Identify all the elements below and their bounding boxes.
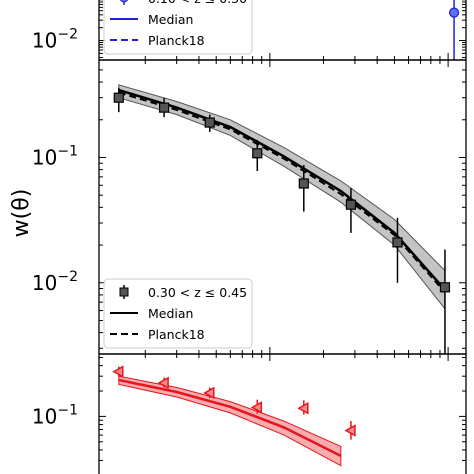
data-point <box>252 148 263 159</box>
legend-marker <box>119 0 129 3</box>
y-axis-label: w(θ) <box>9 189 34 238</box>
legend-label: Median <box>148 306 193 321</box>
legend-label: 0.30 < z ≤ 0.45 <box>148 285 247 300</box>
legend-label: Planck18 <box>148 327 205 342</box>
panel-middle: 10−1 10−2 0.30 < z ≤ 0.45 Median Planck18 <box>32 59 467 355</box>
legend-box <box>103 0 253 55</box>
y-tick-label: 10−2 <box>32 27 78 53</box>
y-tick-exponent: −2 <box>57 269 78 285</box>
legend-marker <box>119 287 129 297</box>
legend-box <box>103 278 253 349</box>
y-tick-label: 10−1 <box>32 143 78 169</box>
confidence-band <box>118 84 446 311</box>
data-point <box>112 365 124 378</box>
confidence-band <box>118 375 342 467</box>
data-point <box>392 237 403 248</box>
y-tick-label: 10−2 <box>32 269 78 295</box>
legend-label: Planck18 <box>148 33 205 48</box>
y-tick-exponent: −2 <box>57 27 78 43</box>
panel-bottom: 10−1 <box>32 353 467 474</box>
planck18-line <box>118 91 446 293</box>
data-point <box>204 117 215 128</box>
y-tick-exponent: −1 <box>57 143 78 159</box>
data-point <box>297 401 309 415</box>
axes-frame <box>98 353 467 474</box>
data-point <box>344 424 356 437</box>
data-point <box>448 7 460 18</box>
data-point <box>250 401 263 414</box>
panel-top: 10−2 0.10 < z ≤ 0.30 Median Planck18 <box>32 0 467 61</box>
data-point <box>158 102 170 113</box>
plot-area <box>112 365 356 467</box>
median-line <box>118 88 446 291</box>
legend-label: Median <box>148 12 193 27</box>
data-point <box>113 92 124 103</box>
y-tick-exponent: −1 <box>57 402 78 418</box>
data-point <box>203 386 215 400</box>
data-point <box>439 282 451 293</box>
data-point <box>157 376 169 390</box>
plot-area <box>448 0 460 60</box>
data-point <box>345 199 357 210</box>
legend-label: 0.10 < z ≤ 0.30 <box>148 0 247 6</box>
median-line <box>118 378 342 458</box>
plot-area <box>113 84 451 354</box>
y-tick-label: 10−1 <box>32 402 78 428</box>
data-point <box>298 178 309 189</box>
